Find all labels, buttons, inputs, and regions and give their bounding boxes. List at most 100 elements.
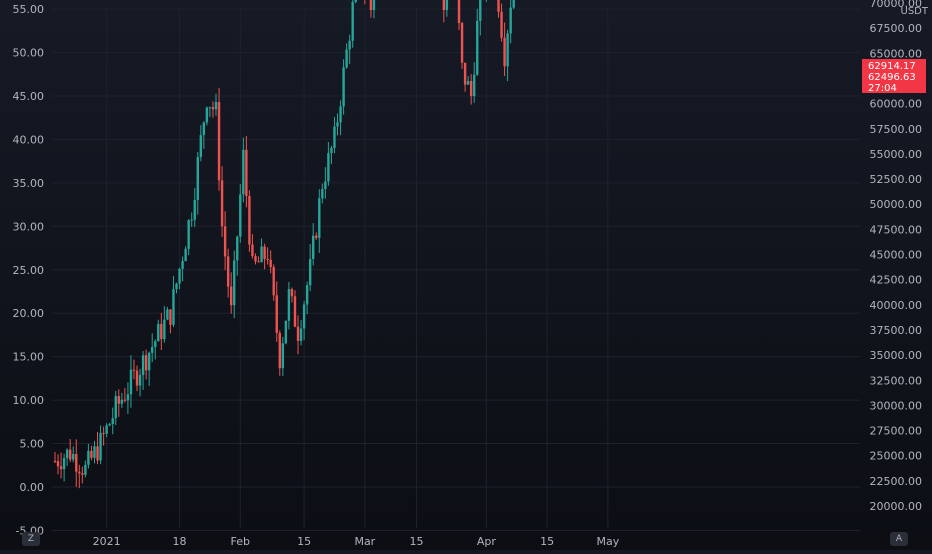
candle-body: [166, 309, 169, 320]
candle-body: [318, 198, 321, 238]
unit-label: USDT: [901, 6, 929, 17]
candle-body: [211, 107, 215, 110]
candle-body: [217, 102, 221, 181]
candle-body: [181, 261, 184, 269]
left-tick-label: 30.00: [13, 220, 45, 233]
candle-body: [187, 220, 190, 249]
candle-body: [178, 268, 181, 284]
candle-body: [278, 332, 281, 369]
right-tick-label: 57500.00: [870, 123, 923, 136]
left-tick-label: 15.00: [13, 351, 45, 364]
candle-body: [132, 369, 136, 371]
candle-body: [214, 102, 218, 110]
candle-body: [193, 199, 196, 220]
candle-body: [372, 0, 376, 11]
grid: [52, 8, 860, 531]
right-tick-label: 27500.00: [870, 425, 923, 438]
auto-scale-button[interactable]: A: [890, 532, 908, 546]
candle-body: [473, 74, 476, 97]
candle-body: [512, 0, 515, 8]
candle-body: [169, 309, 172, 325]
candle-body: [196, 157, 199, 200]
right-tick-label: 47500.00: [870, 223, 923, 236]
candle-body: [312, 235, 315, 259]
candle-body: [147, 352, 151, 371]
candle-body: [68, 449, 72, 460]
candle-body: [445, 0, 449, 11]
candle-body: [157, 323, 160, 342]
x-tick-label: May: [596, 535, 619, 548]
candle-body: [199, 135, 203, 158]
candle-body: [175, 283, 178, 290]
candle-body: [466, 81, 470, 85]
right-tick-label: 65000.00: [870, 47, 923, 60]
candle-body: [81, 473, 84, 475]
candle-body: [84, 464, 87, 475]
x-tick-label: Mar: [354, 535, 375, 548]
candle-body: [226, 256, 230, 287]
timezone-button[interactable]: Z: [22, 532, 40, 546]
x-tick-label: 18: [173, 535, 187, 548]
candle-body: [290, 289, 294, 297]
left-tick-label: 50.00: [13, 47, 45, 60]
candle-body: [293, 296, 297, 327]
candle-body: [348, 40, 351, 50]
candle-body: [99, 432, 102, 461]
candle-body: [129, 369, 133, 395]
candle-body: [302, 304, 306, 329]
candle-body: [369, 0, 373, 11]
candle-body: [126, 394, 130, 401]
candle-body: [78, 471, 81, 474]
candle-body: [497, 0, 500, 12]
candle-body: [321, 189, 324, 199]
candle-body: [457, 0, 461, 23]
candle-body: [93, 446, 96, 458]
candle-body: [342, 67, 345, 107]
left-tick-label: 55.00: [13, 3, 45, 16]
candle-body: [299, 328, 303, 341]
candle-body: [87, 450, 90, 465]
candle-body: [284, 320, 288, 344]
candle-body: [65, 449, 69, 459]
candle-body: [509, 7, 512, 34]
x-axis: 2021 18 Feb 15 Mar 15 Apr 15 May: [93, 535, 620, 548]
candle-body: [479, 0, 482, 21]
candle-body: [339, 106, 342, 123]
candle-body: [229, 286, 233, 306]
candle-body: [59, 466, 63, 470]
price-tag-bg: [862, 59, 926, 93]
right-tick-label: 40000.00: [870, 299, 923, 312]
right-tick-label: 67500.00: [870, 22, 923, 35]
candle-body: [117, 396, 120, 404]
candle-body: [172, 289, 175, 325]
right-tick-label: 25000.00: [870, 450, 923, 463]
candle-body: [333, 126, 336, 148]
candle-body: [239, 194, 242, 237]
candle-body: [463, 62, 467, 85]
candle-body: [184, 248, 187, 262]
candle-body: [141, 355, 145, 375]
candle-body: [105, 425, 108, 434]
price-last-label: 62496.63: [868, 72, 916, 83]
price-labels: 62914.17 62496.63 27:04: [862, 59, 926, 94]
candle-body: [500, 11, 503, 38]
candle-body: [108, 424, 111, 426]
countdown-label: 27:04: [868, 83, 897, 94]
right-tick-label: 52500.00: [870, 173, 923, 186]
candle-body: [506, 33, 509, 67]
right-tick-label: 30000.00: [870, 399, 923, 412]
candle-body: [220, 180, 224, 227]
candle-body: [269, 259, 272, 268]
right-tick-label: 32500.00: [870, 374, 923, 387]
right-tick-label: 20000.00: [870, 500, 923, 513]
x-tick-label: Feb: [231, 535, 250, 548]
candle-body: [190, 219, 193, 221]
left-tick-label: 10.00: [13, 394, 45, 407]
left-tick-label: 0.00: [20, 481, 45, 494]
candle-body: [260, 246, 263, 263]
candle-body: [275, 295, 278, 333]
candle-body: [102, 432, 105, 434]
candle-body: [272, 267, 275, 296]
